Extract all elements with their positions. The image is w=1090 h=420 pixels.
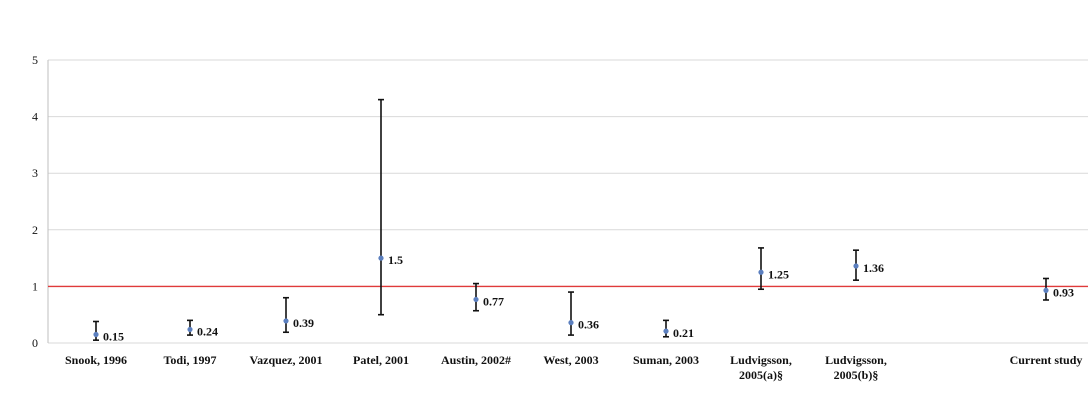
data-point [758, 269, 764, 275]
x-category-label: Ludvigsson, [825, 353, 887, 367]
y-tick-label: 1 [32, 279, 38, 293]
y-tick-label: 4 [32, 110, 38, 124]
x-category-label: 2005(a)§ [739, 368, 783, 382]
data-label: 0.36 [578, 318, 599, 332]
y-tick-label: 0 [32, 336, 38, 350]
data-label: 0.93 [1053, 285, 1074, 299]
data-point [853, 263, 859, 269]
x-category-label: Ludvigsson, [730, 353, 792, 367]
x-category-label: Patel, 2001 [353, 353, 409, 367]
x-category-label: Suman, 2003 [633, 353, 699, 367]
data-point [663, 328, 669, 334]
y-tick-label: 3 [32, 166, 38, 180]
x-category-label: Current study [1010, 353, 1083, 367]
data-point [93, 331, 99, 338]
data-point [378, 255, 384, 261]
data-label: 1.5 [388, 253, 403, 267]
x-category-label: Vazquez, 2001 [250, 353, 323, 367]
data-label: 0.24 [197, 324, 218, 338]
data-label: 1.36 [863, 261, 884, 275]
data-label: 0.21 [673, 326, 694, 340]
data-point [283, 318, 289, 324]
x-category-label: Snook, 1996 [65, 353, 127, 367]
x-category-label: Todi, 1997 [164, 353, 217, 367]
y-tick-label: 2 [32, 223, 38, 237]
x-category-label: 2005(b)§ [834, 368, 879, 382]
data-point [568, 320, 574, 326]
data-point [187, 326, 193, 333]
y-tick-label: 5 [32, 53, 38, 67]
data-label: 0.77 [483, 294, 504, 308]
data-point [473, 296, 479, 303]
data-label: 1.25 [768, 267, 789, 281]
x-category-label: West, 2003 [543, 353, 598, 367]
data-point [1043, 287, 1049, 293]
data-label: 0.39 [293, 316, 314, 330]
data-label: 0.15 [103, 330, 124, 344]
x-category-label: Austin, 2002# [441, 353, 511, 367]
